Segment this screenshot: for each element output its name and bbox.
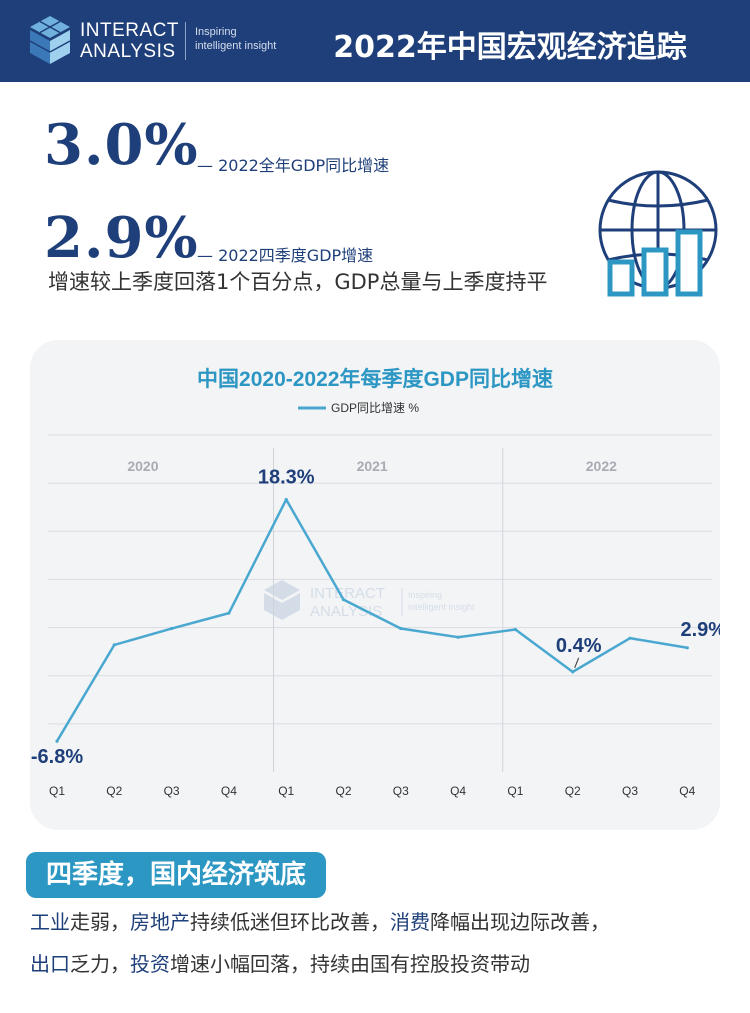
watermark-tag-1: Inspiring xyxy=(408,590,442,600)
data-point xyxy=(399,626,403,631)
x-tick-label: Q1 xyxy=(278,784,294,798)
data-point xyxy=(628,636,632,640)
gdp-summary-text: 增速较上季度回落1个百分点，GDP总量与上季度持平 xyxy=(48,270,548,294)
q4-gdp-desc: — 2022四季度GDP增速 xyxy=(197,246,374,265)
watermark-tag-2: intelligent insight xyxy=(408,602,475,612)
legend-label: GDP同比增速 % xyxy=(331,401,419,415)
annual-gdp-value: 3.0% xyxy=(44,112,199,178)
x-tick-label: Q4 xyxy=(450,784,466,798)
keyword-highlight: 工业 xyxy=(30,910,70,934)
data-point xyxy=(112,643,116,647)
x-tick-label: Q2 xyxy=(106,784,122,798)
cube-logo-icon xyxy=(29,16,71,64)
tagline: Inspiring intelligent insight xyxy=(195,25,276,53)
body-text: 持续低迷但环比改善， xyxy=(190,910,390,934)
data-label: 18.3% xyxy=(258,467,315,489)
watermark-line-1: INTERACT xyxy=(310,585,385,602)
data-point xyxy=(284,497,288,502)
data-point xyxy=(571,670,575,674)
body-line-2: 出口乏力，投资增速小幅回落，持续由国有控股投资带动 xyxy=(30,948,530,977)
tagline-line-1: Inspiring xyxy=(195,26,237,38)
keyword-highlight: 投资 xyxy=(130,952,170,976)
body-line-1: 工业走弱，房地产持续低迷但环比改善，消费降幅出现边际改善， xyxy=(30,906,610,935)
data-point xyxy=(685,646,689,650)
x-tick-label: Q2 xyxy=(565,784,581,798)
data-point xyxy=(55,739,59,743)
year-label: 2020 xyxy=(127,458,158,474)
logo-line-2: ANALYSIS xyxy=(80,41,176,62)
data-point xyxy=(170,626,174,631)
keyword-highlight: 出口 xyxy=(30,952,70,976)
gdp-line-chart: 中国2020-2022年每季度GDP同比增速 GDP同比增速 % INTERAC… xyxy=(31,367,720,798)
x-tick-label: Q3 xyxy=(164,784,180,798)
keyword-highlight: 消费 xyxy=(390,910,430,934)
body-text: 走弱， xyxy=(70,910,130,934)
watermark-line-2: ANALYSIS xyxy=(310,603,382,620)
logo-line-1: INTERACT xyxy=(80,20,179,41)
data-point xyxy=(227,611,231,615)
logo-wordmark: INTERACT ANALYSIS xyxy=(80,20,179,62)
body-text: 增速小幅回落，持续由国有控股投资带动 xyxy=(170,952,530,976)
series-line xyxy=(55,498,688,742)
body-text: 乏力， xyxy=(70,952,130,976)
data-point xyxy=(456,635,460,639)
q4-gdp-value: 2.9% xyxy=(44,205,199,271)
label-leader xyxy=(574,657,580,669)
x-tick-label: Q1 xyxy=(49,784,65,798)
keyword-highlight: 房地产 xyxy=(130,910,190,934)
tagline-line-2: intelligent insight xyxy=(195,40,277,52)
annual-gdp-desc: — 2022全年GDP同比增速 xyxy=(197,156,390,175)
x-tick-label: Q1 xyxy=(507,784,523,798)
data-label: 0.4% xyxy=(556,635,602,657)
x-tick-label: Q4 xyxy=(221,784,237,798)
x-tick-label: Q4 xyxy=(679,784,695,798)
data-point xyxy=(341,598,346,602)
chart-title: 中国2020-2022年每季度GDP同比增速 xyxy=(197,367,553,391)
data-point xyxy=(513,627,517,632)
logo-divider xyxy=(185,22,186,60)
body-text: 降幅出现边际改善， xyxy=(430,910,610,934)
globe-bar-chart-icon xyxy=(598,170,718,297)
data-label: -6.8% xyxy=(31,746,83,768)
x-tick-label: Q2 xyxy=(335,784,351,798)
x-tick-label: Q3 xyxy=(622,784,638,798)
chart-card: 中国2020-2022年每季度GDP同比增速 GDP同比增速 % INTERAC… xyxy=(30,340,720,830)
year-label: 2022 xyxy=(586,458,617,474)
watermark-logo: INTERACT ANALYSIS Inspiring intelligent … xyxy=(264,580,475,620)
x-tick-label: Q3 xyxy=(393,784,409,798)
page-title: 2022年中国宏观经济追踪 xyxy=(333,30,687,65)
data-label: 2.9% xyxy=(681,619,720,641)
year-label: 2021 xyxy=(357,458,388,474)
header-bar: INTERACT ANALYSIS Inspiring intelligent … xyxy=(0,0,750,82)
section-badge: 四季度，国内经济筑底 xyxy=(26,852,326,898)
